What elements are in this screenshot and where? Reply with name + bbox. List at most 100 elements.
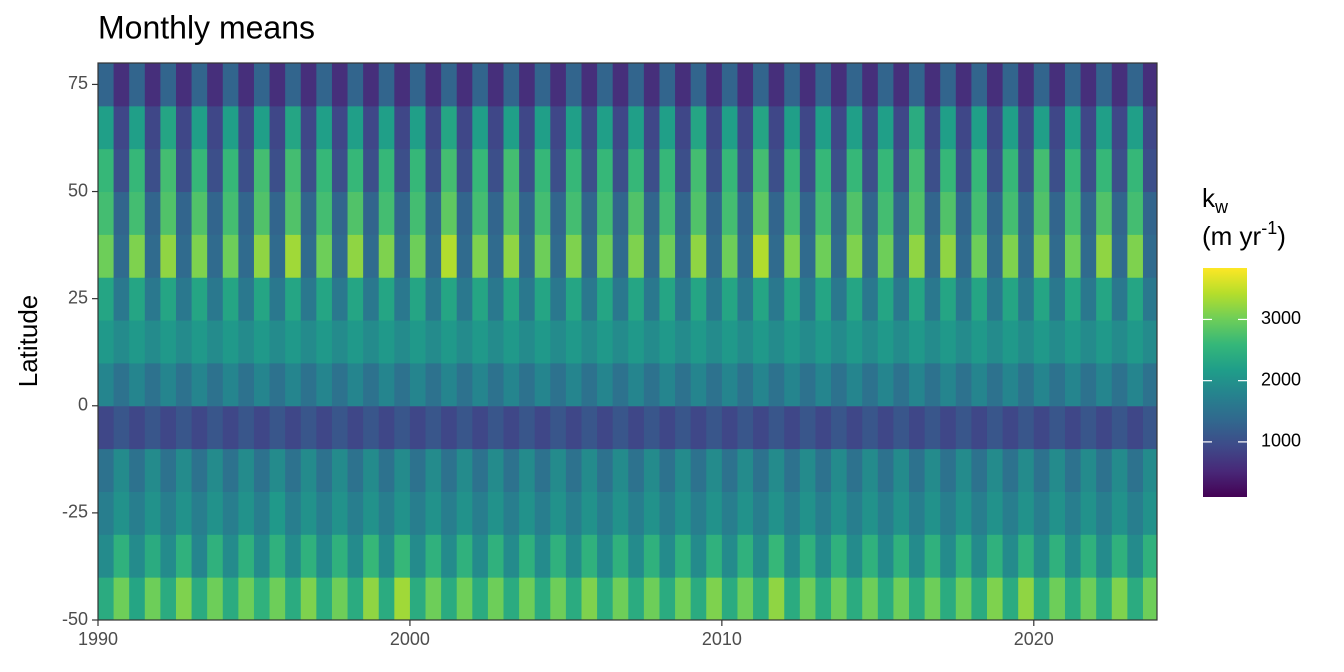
heat-cell [98,534,115,578]
heat-cell [269,277,286,321]
heat-cell [737,63,754,107]
heat-cell [331,63,349,107]
heat-cell [737,405,754,450]
heat-cell [222,191,239,235]
heat-cell [1096,577,1113,621]
heat-cell [877,448,894,492]
heat-cell [550,105,567,150]
color-bar [1203,268,1247,497]
heat-cell [753,234,770,278]
heat-cell [175,148,193,193]
heat-cell [144,448,161,492]
heat-cell [300,491,317,535]
heat-cell [940,148,957,193]
heat-cell [191,277,208,321]
heat-cell [347,534,364,578]
heat-cell [784,191,801,235]
heat-cell [347,320,364,364]
heat-cell [721,234,738,278]
heat-cell [363,234,380,278]
heat-cell [300,534,317,578]
heat-cell [487,320,505,364]
heat-cell [1111,448,1128,492]
heat-cell [1033,534,1050,578]
heat-cell [285,577,302,621]
heat-cell [363,148,380,193]
heat-cell [363,577,380,621]
heat-cell [378,534,395,578]
y-tick-label: 50 [68,180,88,200]
heat-cell [721,534,738,578]
heat-cell [269,191,286,235]
heat-cell [98,320,115,364]
heat-cell [612,234,629,278]
heat-cell [144,405,161,450]
heat-cell [831,63,848,107]
heat-cell [1018,320,1035,364]
heat-cell [160,534,177,578]
heat-cell [877,148,894,193]
y-tick-label: -25 [62,502,88,522]
heat-cell [129,405,146,450]
heat-cell [1127,63,1144,107]
heat-cell [862,63,879,107]
heat-cell [1080,277,1097,321]
heat-cell [1018,277,1035,321]
heat-cell [394,277,411,321]
heat-cell [160,577,177,621]
heat-cell [1142,534,1158,578]
heat-cell [862,448,879,492]
heat-cell [846,320,863,364]
y-tick-label: -50 [62,609,88,629]
heat-cell [971,448,988,492]
heat-cell [472,234,489,278]
heat-cell [1111,234,1128,278]
heat-cell [799,577,816,621]
heat-cell [659,577,676,621]
heat-cell [986,577,1004,621]
heat-cell [846,234,863,278]
heat-cell [986,491,1004,535]
heat-cell [113,534,130,578]
heat-cell [207,191,224,235]
color-tick-label: 3000 [1261,308,1301,328]
heat-cell [721,362,738,407]
heat-cell [1064,577,1082,621]
heat-cell [1064,448,1082,492]
heat-cell [1127,148,1144,193]
heat-cell [940,234,957,278]
heat-cell [768,405,785,450]
heat-cell [784,448,801,492]
heat-cell [1127,320,1144,364]
heat-cell [1142,577,1158,621]
heat-cell [285,534,302,578]
heat-cell [924,277,941,321]
heat-cell [191,234,208,278]
heat-cell [565,534,582,578]
heat-cell [238,491,255,535]
heat-cell [550,277,567,321]
heat-cell [690,577,707,621]
heat-cell [815,63,832,107]
heat-cell [706,448,723,492]
heat-cell [737,534,754,578]
heat-cell [909,491,926,535]
heat-cell [363,448,380,492]
heat-cell [300,234,317,278]
heat-cell [363,191,380,235]
heat-cell [1111,491,1128,535]
heat-cell [98,234,115,278]
heat-cell [503,362,520,407]
heat-cell [144,234,161,278]
heat-cell [144,277,161,321]
heat-cell [441,320,458,364]
heat-cell [238,63,255,107]
heat-cell [1080,577,1097,621]
heat-cell [98,491,115,535]
heat-cell [347,277,364,321]
heat-cell [815,191,832,235]
heat-cell [487,405,505,450]
heat-cell [222,105,239,150]
heat-cell [1002,320,1019,364]
